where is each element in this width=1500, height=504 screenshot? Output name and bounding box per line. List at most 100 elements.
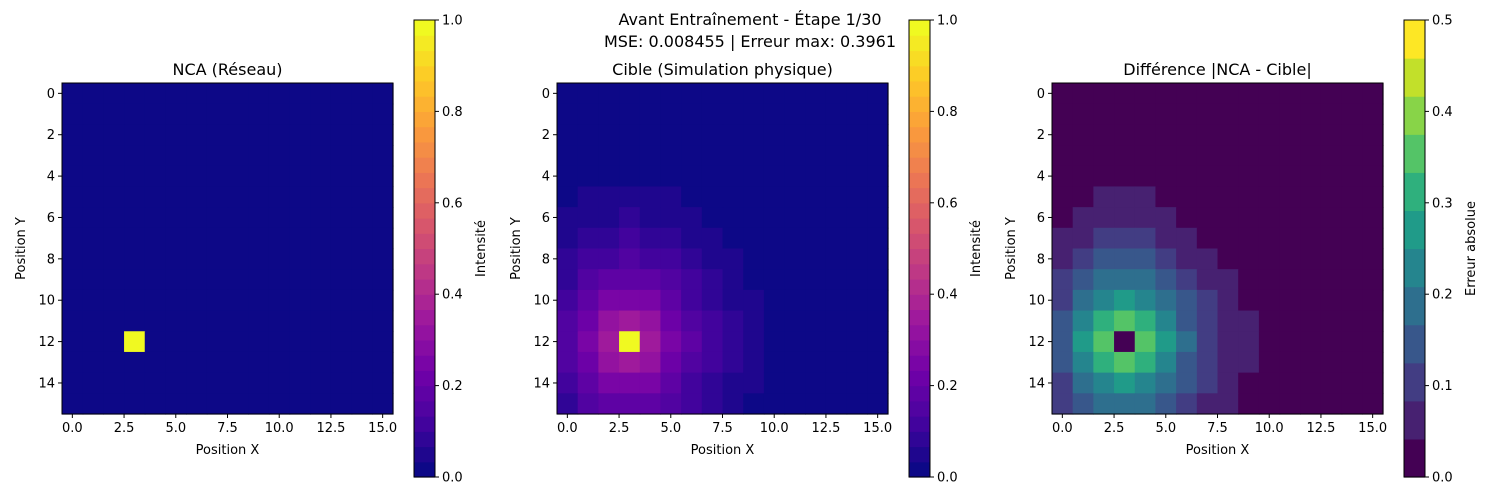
heatmap-cell: [103, 124, 125, 146]
heatmap-cell: [784, 227, 806, 250]
colorbar-segment: [909, 309, 930, 326]
heatmap-cell: [1134, 83, 1157, 105]
x-tick-label: 15.0: [863, 421, 892, 436]
heatmap-cell: [268, 393, 291, 415]
heatmap-cell: [124, 248, 146, 270]
heatmap-cell: [248, 227, 270, 250]
heatmap-cell: [557, 393, 579, 415]
heatmap-cell: [372, 145, 394, 167]
heatmap-cell: [1093, 83, 1115, 105]
heatmap-cell: [310, 103, 332, 125]
heatmap-cell: [660, 248, 682, 270]
heatmap-cell: [1196, 269, 1219, 291]
heatmap-cell: [144, 124, 167, 146]
heatmap-cell: [1134, 372, 1157, 394]
heatmap-cell: [351, 124, 373, 146]
heatmap-cell: [82, 124, 104, 146]
heatmap-cell: [1320, 207, 1343, 229]
y-tick-label: 8: [542, 252, 550, 267]
heatmap-cell: [1300, 331, 1322, 353]
colorbar-tick-label: 0.5: [1432, 14, 1453, 29]
heatmap-cell: [206, 165, 229, 188]
heatmap-cell: [1176, 124, 1198, 146]
y-tick-label: 12: [1028, 335, 1045, 350]
heatmap-cell: [846, 269, 868, 291]
colorbar-tick-label: 0.0: [442, 471, 463, 486]
heatmap-cell: [784, 248, 806, 270]
heatmap-cell: [701, 331, 724, 353]
heatmap-cell: [310, 145, 332, 167]
heatmap-cell: [598, 103, 620, 125]
heatmap-cell: [165, 372, 187, 394]
heatmap-cell: [598, 83, 620, 105]
heatmap-cell: [846, 83, 868, 105]
colorbar-segment: [414, 385, 435, 402]
heatmap-cell: [722, 145, 744, 167]
heatmap-cell: [1362, 124, 1384, 146]
heatmap-cell: [867, 124, 889, 146]
heatmap-cell: [577, 351, 599, 374]
x-tick-label: 10.0: [760, 421, 789, 436]
heatmap-cell: [124, 331, 146, 353]
colorbar-segment: [414, 172, 435, 189]
heatmap-cell: [1155, 351, 1177, 374]
colorbar-segment: [414, 233, 435, 250]
heatmap-cell: [557, 207, 579, 229]
colorbar-segment: [1404, 134, 1425, 173]
heatmap-cell: [330, 165, 353, 188]
heatmap-cell: [186, 103, 208, 125]
y-ticks: 0 2 4 6 8 10 12 14: [533, 87, 557, 391]
heatmap-cell: [825, 310, 848, 332]
heatmap-cell: [1238, 248, 1260, 270]
heatmap-cell: [351, 186, 373, 208]
heatmap-cell: [784, 124, 806, 146]
colorbar-segment: [909, 248, 930, 265]
x-tick-label: 2.5: [1104, 421, 1125, 436]
y-tick-label: 8: [47, 252, 55, 267]
heatmap-cell: [268, 83, 291, 105]
x-tick-label: 0.0: [1052, 421, 1073, 436]
heatmap-cell: [1134, 103, 1157, 125]
heatmap-cell: [805, 207, 827, 229]
heatmap-cell: [268, 165, 291, 188]
heatmap-cell: [1093, 207, 1115, 229]
heatmap-cell: [124, 186, 146, 208]
heatmap-cell: [1320, 186, 1343, 208]
heatmap-cell: [1258, 207, 1281, 229]
heatmap-cell: [1238, 310, 1260, 332]
heatmap-cell: [722, 207, 744, 229]
heatmap-cell: [1093, 269, 1115, 291]
heatmap-cell: [763, 165, 786, 188]
heatmap-cell: [825, 83, 848, 105]
heatmap-cell: [701, 269, 724, 291]
heatmap-cell: [805, 165, 827, 188]
heatmap-cell: [1072, 83, 1094, 105]
heatmap-cell: [1052, 186, 1074, 208]
heatmap-cell: [639, 207, 662, 229]
heatmap-cell: [1196, 351, 1219, 374]
x-ticks: 0.0 2.5 5.0 7.5 10.0 12.5 15.0: [557, 414, 892, 436]
heatmap-cell: [722, 372, 744, 394]
heatmap-cell: [1196, 227, 1219, 250]
heatmap-cell: [372, 351, 394, 374]
heatmap-cell: [206, 248, 229, 270]
heatmap-cell: [1320, 289, 1343, 312]
heatmap-cell: [1196, 248, 1219, 270]
heatmap-cell: [1279, 83, 1301, 105]
heatmap-cell: [639, 289, 662, 312]
heatmap-cell: [289, 83, 311, 105]
heatmap-cell: [1258, 393, 1281, 415]
heatmap-cell: [1320, 310, 1343, 332]
heatmap-cell: [1134, 310, 1157, 332]
heatmap-cell: [577, 165, 599, 188]
heatmap-cell: [1114, 372, 1136, 394]
heatmap-cell: [103, 289, 125, 312]
heatmap-cell: [867, 269, 889, 291]
heatmap-cell: [825, 103, 848, 125]
heatmap-cell: [1300, 372, 1322, 394]
heatmap-cell: [557, 165, 579, 188]
x-tick-label: 10.0: [265, 421, 294, 436]
heatmap-cell: [598, 289, 620, 312]
heatmap-cell: [372, 248, 394, 270]
